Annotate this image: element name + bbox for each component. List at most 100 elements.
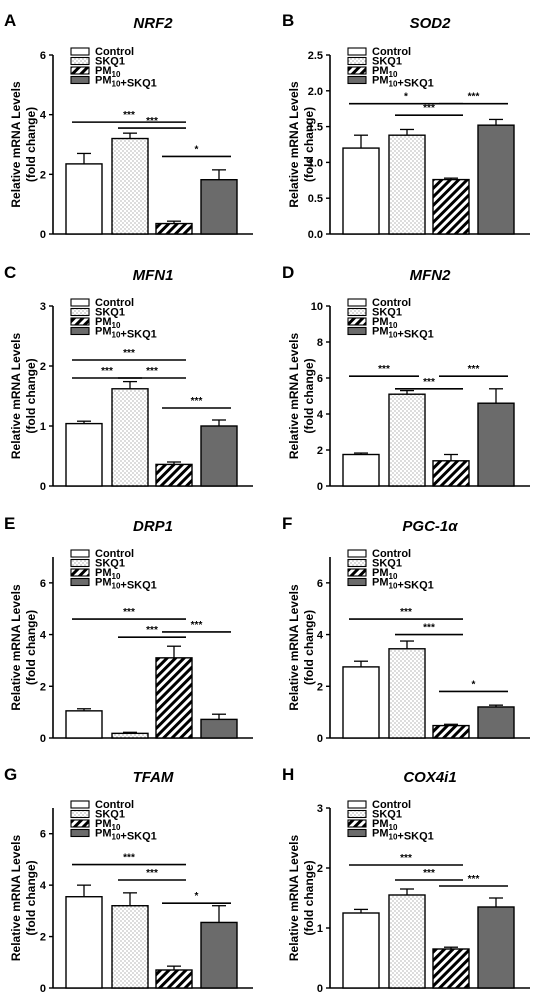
y-axis-label-line1: Relative mRNA Levels	[9, 584, 23, 711]
bar-pm10	[432, 948, 470, 989]
y-axis-label: Relative mRNA Levels (fold change)	[9, 81, 38, 208]
y-tick-label: 0	[317, 983, 323, 995]
y-tick-label: 0	[317, 481, 323, 493]
significance-label: ***	[191, 396, 203, 407]
legend-swatch	[70, 66, 90, 75]
legend-swatch	[347, 66, 367, 75]
legend-label: SKQ1	[372, 809, 402, 821]
gene-title: MFN1	[133, 267, 174, 284]
y-tick-label: 6	[40, 50, 46, 62]
gene-title: DRP1	[133, 518, 173, 535]
panel-letter: F	[282, 514, 292, 533]
panel-f: F PGC-1α Relative mRNA Levels (fold change)…	[282, 514, 530, 745]
y-tick-label: 6	[40, 578, 46, 590]
significance-label: ***	[400, 607, 412, 618]
legend-swatch	[347, 800, 367, 809]
gene-title: PGC-1α	[402, 518, 458, 535]
y-axis-label-line1: Relative mRNA Levels	[9, 81, 23, 208]
legend-label: SKQ1	[95, 809, 125, 821]
significance-label: ***	[400, 853, 412, 864]
y-tick-label: 6	[317, 373, 323, 385]
significance-label: *	[195, 891, 199, 902]
y-axis-label: Relative mRNA Levels (fold change)	[287, 584, 316, 711]
panel-letter: A	[4, 11, 16, 30]
significance-label: ***	[123, 348, 135, 359]
legend-label: Control	[372, 46, 411, 58]
y-axis-label: Relative mRNA Levels (fold change)	[287, 81, 316, 208]
legend-swatch	[70, 75, 90, 85]
legend-swatch	[70, 577, 90, 587]
legend-swatch	[347, 828, 367, 838]
legend-swatch	[70, 558, 90, 568]
y-tick-label: 4	[317, 409, 324, 421]
legend-swatch	[347, 558, 367, 568]
y-tick-label: 0	[40, 983, 46, 995]
bar-pm10-skq1	[200, 921, 238, 989]
legend-swatch	[347, 819, 367, 828]
panel-g: G TFAM Relative mRNA Levels (fold change) 0 2…	[4, 765, 253, 995]
y-axis-label-line2: (fold change)	[24, 860, 38, 935]
legend-swatch	[347, 317, 367, 326]
legend-label: PM10+SKQ1	[95, 828, 157, 843]
legend-label: PM10+SKQ1	[95, 326, 157, 341]
y-tick-label: 4	[40, 110, 47, 122]
significance-label: ***	[378, 364, 390, 375]
legend-label: PM10	[95, 818, 121, 832]
y-tick-label: 2	[40, 361, 46, 373]
legend-label: PM10	[95, 567, 121, 581]
y-tick-label: 6	[317, 578, 323, 590]
significance-label: ***	[146, 366, 158, 377]
bar-pm10	[432, 460, 470, 487]
significance-label: ***	[123, 110, 135, 121]
bar-pm10-skq1	[200, 179, 238, 235]
legend-label: PM10	[372, 316, 398, 330]
bar-skq1	[388, 648, 426, 739]
bar-control	[65, 896, 103, 989]
panel-letter: C	[4, 263, 16, 282]
y-axis-label-line2: (fold change)	[24, 107, 38, 182]
legend-swatch	[70, 568, 90, 577]
legend-swatch	[70, 326, 90, 336]
legend-label: PM10+SKQ1	[372, 326, 434, 341]
bar-control	[342, 666, 380, 739]
y-tick-label: 6	[40, 829, 46, 841]
bar-pm10-skq1	[477, 706, 515, 739]
bar-control	[65, 710, 103, 739]
y-axis-label-line2: (fold change)	[302, 358, 316, 433]
bar-skq1	[111, 137, 149, 235]
bar-pm10	[155, 463, 193, 487]
legend-swatch	[347, 75, 367, 85]
legend-label: Control	[372, 799, 411, 811]
legend-swatch	[70, 800, 90, 809]
legend-swatch	[347, 549, 367, 558]
panel-a: A NRF2 Relative mRNA Levels (fold change) 0 2…	[4, 11, 253, 241]
legend-label: Control	[95, 297, 134, 309]
panel-c: C MFN1 Relative mRNA Levels (fold change) 0 1…	[4, 263, 253, 493]
legend-swatch	[347, 47, 367, 56]
legend-label: PM10+SKQ1	[372, 75, 434, 90]
bar-pm10-skq1	[477, 906, 515, 989]
significance-label: *	[472, 679, 476, 690]
bar-skq1	[388, 393, 426, 487]
panel-letter: H	[282, 765, 294, 784]
legend-label: Control	[372, 548, 411, 560]
y-tick-label: 8	[317, 337, 323, 349]
gene-title: SOD2	[410, 15, 452, 32]
legend-swatch	[70, 307, 90, 317]
y-tick-label: 2	[317, 863, 323, 875]
y-tick-label: 10	[311, 301, 323, 313]
y-axis-label: Relative mRNA Levels (fold change)	[9, 333, 38, 460]
panel-letter: E	[4, 514, 15, 533]
bar-control	[342, 453, 380, 487]
y-tick-label: 3	[317, 803, 323, 815]
panel-letter: G	[4, 765, 17, 784]
y-axis-label-line2: (fold change)	[302, 860, 316, 935]
legend-label: SKQ1	[95, 56, 125, 68]
y-tick-label: 0	[40, 733, 46, 745]
